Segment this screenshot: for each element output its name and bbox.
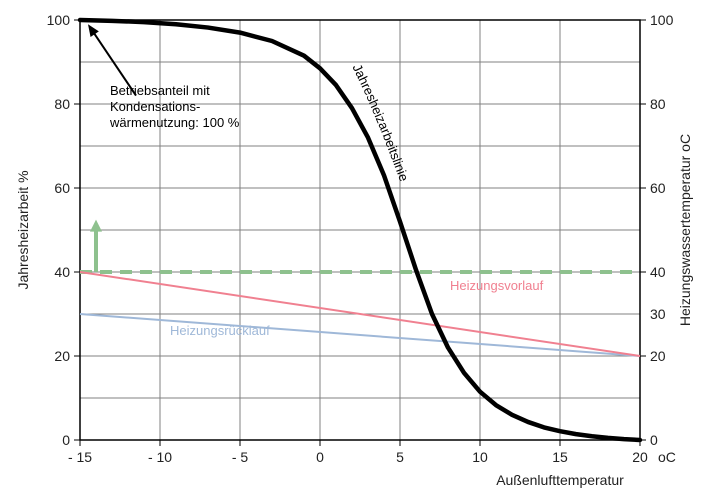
x-tick-label: - 5 xyxy=(232,449,249,465)
y-left-tick-label: 40 xyxy=(54,264,70,280)
ruecklauf-label: Heizungsrücklauf xyxy=(170,323,270,338)
annotation-line: wärmenutzung: 100 % xyxy=(109,115,240,130)
annotation-line: Betriebsanteil mit xyxy=(110,83,210,98)
x-tick-label: 15 xyxy=(552,449,568,465)
x-axis-label: Außenlufttemperatur xyxy=(496,472,624,488)
x-tick-label: - 15 xyxy=(68,449,92,465)
y-right-tick-label: 60 xyxy=(650,180,666,196)
heating-curve-chart: - 15- 10- 505101520oC0204060801000204060… xyxy=(0,0,707,500)
y-left-axis-label: Jahresheizarbeit % xyxy=(15,170,31,289)
chart-svg: - 15- 10- 505101520oC0204060801000204060… xyxy=(0,0,707,500)
x-tick-label: 0 xyxy=(316,449,324,465)
y-left-tick-label: 80 xyxy=(54,96,70,112)
y-left-tick-label: 0 xyxy=(62,432,70,448)
y-right-axis-label: Heizungswassertemperatur oC xyxy=(677,134,693,326)
y-right-tick-label: 40 xyxy=(650,264,666,280)
y-left-tick-label: 60 xyxy=(54,180,70,196)
vorlauf-label: Heizungsvorlauf xyxy=(450,278,544,293)
annotation-line: Kondensations- xyxy=(110,99,200,114)
x-tick-label: 10 xyxy=(472,449,488,465)
x-tick-label: 5 xyxy=(396,449,404,465)
y-left-tick-label: 20 xyxy=(54,348,70,364)
x-tick-label: 20 xyxy=(632,449,648,465)
y-left-tick-label: 100 xyxy=(47,12,71,28)
y-right-tick-label: 100 xyxy=(650,12,674,28)
x-tick-label: - 10 xyxy=(148,449,172,465)
y-right-tick-label: 20 xyxy=(650,348,666,364)
y-right-tick-30: 30 xyxy=(650,306,666,322)
x-axis-unit: oC xyxy=(658,449,676,465)
y-right-tick-label: 0 xyxy=(650,432,658,448)
y-right-tick-label: 80 xyxy=(650,96,666,112)
